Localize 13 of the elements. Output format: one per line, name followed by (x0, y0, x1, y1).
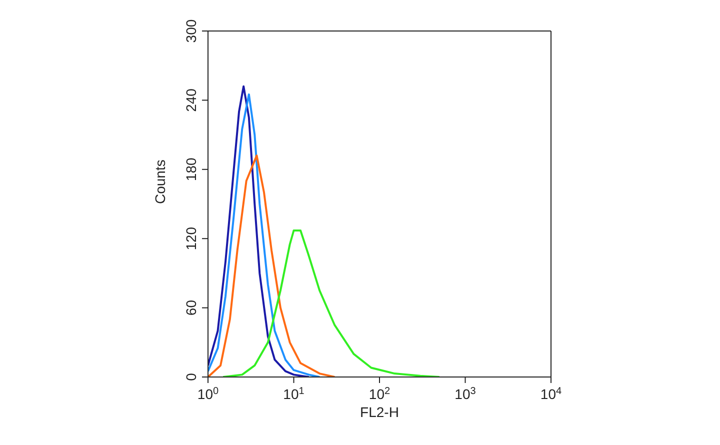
y-tick-label: 300 (183, 19, 199, 43)
x-tick-label: 10$^{4}$ (540, 386, 562, 402)
x-tick-label: 10$^{2}$ (368, 386, 391, 402)
x-tick-label: 10$^{3}$ (454, 386, 476, 402)
x-axis-title: FL2-H (360, 404, 399, 420)
y-tick-label: 240 (183, 88, 199, 112)
y-tick-label: 60 (183, 300, 199, 316)
x-tick-label: 10$^{0}$ (197, 386, 220, 402)
x-tick-label: 10$^{1}$ (283, 386, 305, 402)
y-axis-title: Counts (152, 160, 168, 204)
y-tick-label: 180 (183, 158, 199, 182)
y-tick-label: 120 (183, 226, 199, 250)
y-tick-label: 0 (183, 372, 199, 381)
